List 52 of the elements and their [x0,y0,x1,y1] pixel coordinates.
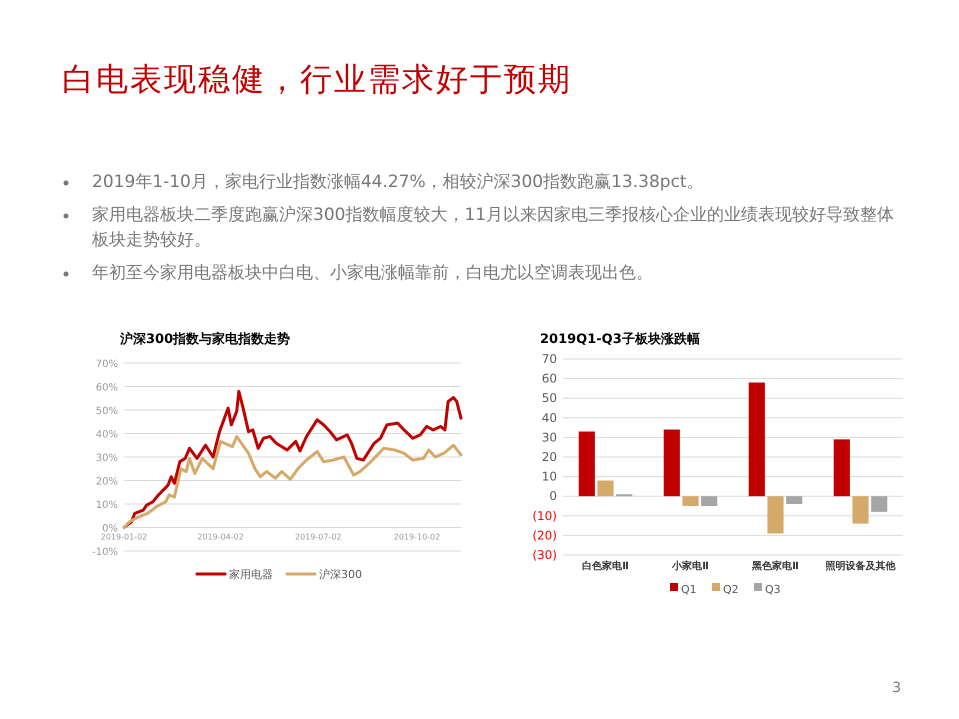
bar [834,439,850,496]
legend-label: Q3 [765,583,781,596]
bar [682,496,699,506]
y-tick-label: 30% [96,453,118,464]
y-tick-label: 10 [542,470,557,484]
legend-label: 沪深300 [319,568,362,581]
y-tick-label: 30 [542,430,557,444]
legend-label: 家用电器 [229,568,273,581]
y-tick-label: (20) [532,528,557,542]
bar [786,496,802,504]
y-tick-label: 0 [549,489,557,504]
bar [578,432,595,496]
bar [664,430,680,496]
legend-label: Q2 [723,583,739,596]
y-tick-label: 50 [542,391,557,406]
y-tick-label: 70% [96,359,118,370]
x-tick-label: 2019-01-02 [100,532,148,542]
text: 白电表现稳健，行业需求好于预期 [62,59,572,100]
bar [701,496,718,506]
chart-title: 沪深300指数与家电指数走势 [119,331,290,347]
y-tick-label: 10% [96,500,118,511]
text: 3 [892,680,901,696]
x-tick-label: 照明设备及其他 [826,560,896,572]
x-tick-label: 2019-04-02 [197,532,244,542]
y-tick-label: 60% [96,382,118,394]
y-tick-label: (30) [532,548,557,562]
y-tick-label: 60 [542,372,557,386]
x-tick-label: 2019-07-02 [295,532,342,542]
bar [871,496,888,512]
bar [748,382,765,496]
x-tick-label: 黑色家电Ⅱ [751,560,799,572]
y-tick-label: 40% [96,430,118,440]
legend-label: Q1 [681,583,697,596]
x-tick-label: 白色家电Ⅱ [582,560,629,572]
text: 2019年1-10月，家电行业指数涨幅44.27%，相较沪深300指数跑赢13.38pct。 [91,171,705,194]
y-tick-label: (10) [532,508,557,523]
bar [597,480,614,496]
line-series [122,435,462,529]
text: 年初至今家用电器板块中白电、小家电涨幅靠前，白电尤以空调表现出色。 [91,262,654,285]
y-tick-label: 70 [542,352,557,366]
bar [852,496,869,524]
bar [767,496,784,534]
y-tick-label: 20 [542,450,557,464]
text: 家用电器板块二季度跑赢沪深300指数幅度较大，11月以来因家电三季报核心企业的业绩表现较好导致整体板块走势较好。 [91,204,896,252]
y-tick-label: 20% [96,476,118,488]
x-tick-label: 2019-10-02 [394,532,440,542]
y-tick-label: -10% [92,547,118,558]
x-tick-label: 小家电Ⅱ [671,560,709,572]
chart-title: 2019Q1-Q3子板块涨跌幅 [540,332,700,347]
y-tick-label: 0% [102,524,118,534]
y-tick-label: 40 [542,410,557,425]
y-tick-label: 50% [96,406,118,417]
